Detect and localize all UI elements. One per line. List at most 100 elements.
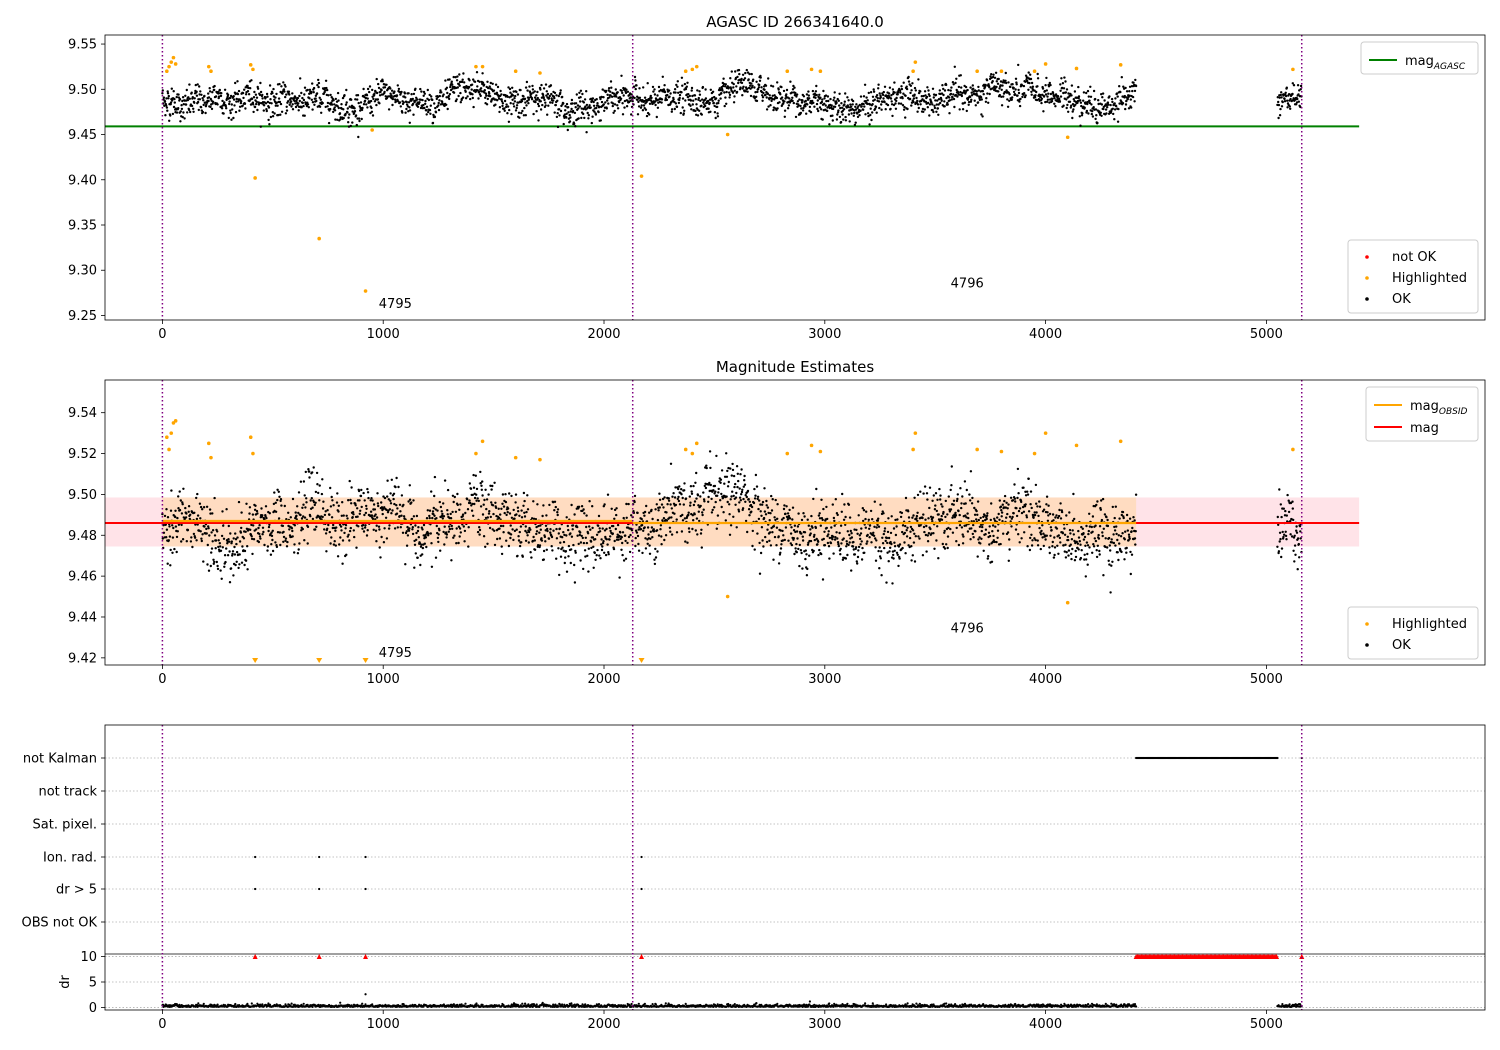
ok-point <box>615 513 618 517</box>
ok-point <box>621 531 625 534</box>
ok-point <box>889 531 893 535</box>
ok-point <box>837 544 840 548</box>
ok-point <box>357 117 361 120</box>
ok-point <box>875 94 879 97</box>
ok-point <box>208 90 212 93</box>
ok-point <box>699 504 702 508</box>
ok-point <box>839 524 843 527</box>
ok-point <box>795 542 798 546</box>
ok-point <box>321 515 324 519</box>
ok-point <box>813 533 816 537</box>
ok-point <box>887 92 891 95</box>
ok-point <box>776 517 779 520</box>
ok-point <box>225 107 228 110</box>
ok-point <box>334 97 337 101</box>
highlighted-point <box>538 71 542 75</box>
ok-point <box>525 80 529 84</box>
ok-point <box>725 475 729 478</box>
ok-point <box>345 514 348 517</box>
ok-point <box>527 541 530 544</box>
ok-point <box>883 85 887 89</box>
ok-point <box>716 105 719 109</box>
ok-point <box>248 512 251 515</box>
ok-point <box>939 494 942 497</box>
ok-point <box>354 98 357 101</box>
ok-point <box>289 516 292 519</box>
ok-point <box>430 565 434 568</box>
ok-point <box>986 512 989 515</box>
ok-point <box>304 506 307 509</box>
ok-point <box>269 115 273 119</box>
ok-point <box>893 81 896 84</box>
ok-point <box>833 524 836 527</box>
ok-point <box>486 80 489 84</box>
ok-point <box>688 495 691 498</box>
ok-point <box>909 530 912 533</box>
ok-point <box>360 488 363 492</box>
ok-point <box>330 516 334 519</box>
ok-point <box>1083 106 1086 109</box>
ok-point <box>514 493 518 496</box>
ok-point <box>297 109 300 112</box>
ok-point <box>192 532 196 536</box>
ok-point <box>459 101 462 104</box>
ok-point <box>558 114 561 117</box>
ok-point <box>195 539 198 542</box>
ok-point <box>1121 102 1125 105</box>
ok-point <box>692 484 695 488</box>
ok-point <box>438 500 441 504</box>
ok-point <box>638 87 641 90</box>
ok-point <box>795 551 798 554</box>
ok-point <box>673 496 677 499</box>
ok-point <box>797 104 800 107</box>
ok-point <box>645 114 649 118</box>
ok-point <box>512 90 515 93</box>
ok-point <box>328 513 331 516</box>
ok-point <box>926 101 930 105</box>
ok-point <box>1070 94 1073 97</box>
ok-point <box>556 112 559 115</box>
ok-point <box>410 93 413 96</box>
ok-point <box>1062 87 1066 90</box>
ok-point <box>1286 99 1289 102</box>
ok-point <box>480 484 483 487</box>
ok-point <box>509 524 512 527</box>
ok-point <box>874 559 878 562</box>
ok-point <box>817 553 820 557</box>
ok-point <box>330 101 333 104</box>
ok-point <box>314 490 318 494</box>
ok-point <box>414 524 417 527</box>
ok-point <box>810 514 813 518</box>
ok-point <box>497 507 500 510</box>
ok-point <box>210 551 213 554</box>
ok-point <box>489 81 492 85</box>
ok-point <box>934 492 938 495</box>
ok-point <box>282 88 286 91</box>
ok-point <box>776 503 779 506</box>
ok-point <box>809 539 813 543</box>
ok-point <box>1078 115 1082 118</box>
ok-point <box>655 529 659 532</box>
ok-point <box>1283 100 1287 103</box>
ok-point <box>967 103 970 107</box>
ok-point <box>169 564 172 567</box>
ok-point <box>982 549 985 552</box>
ok-point <box>270 543 273 546</box>
ok-point <box>1000 511 1004 514</box>
ok-point <box>191 545 194 549</box>
ok-point <box>287 90 291 93</box>
ok-point <box>935 103 938 106</box>
ok-point <box>1065 106 1068 110</box>
ok-point <box>626 541 629 545</box>
ok-point <box>801 539 805 542</box>
ok-point <box>793 552 796 556</box>
ok-point <box>693 513 696 516</box>
ok-point <box>903 531 907 535</box>
ok-point <box>338 543 341 546</box>
ok-point <box>165 106 169 109</box>
ok-point <box>411 532 415 536</box>
ok-point <box>891 114 894 118</box>
ok-point <box>656 550 659 553</box>
ok-point <box>604 553 608 557</box>
